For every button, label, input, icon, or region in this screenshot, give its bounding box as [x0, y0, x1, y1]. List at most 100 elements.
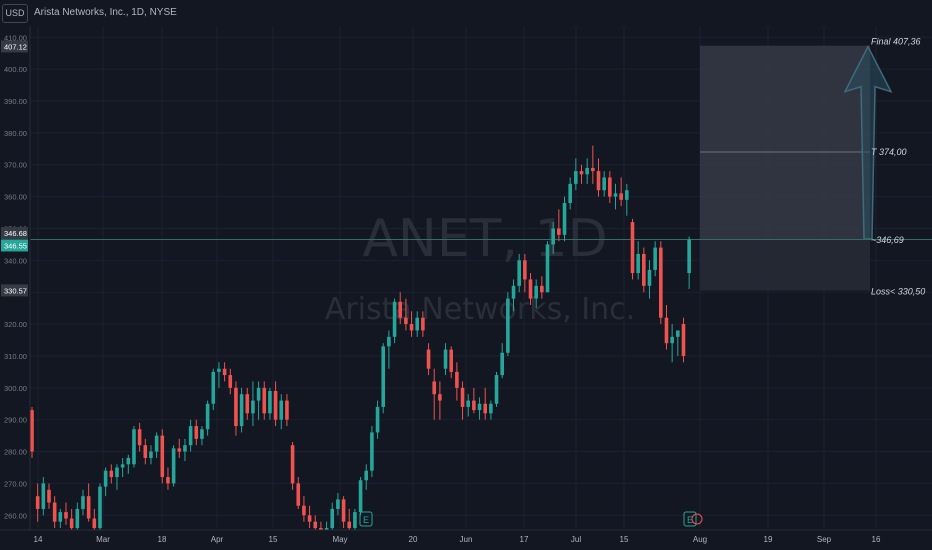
candle-body	[392, 301, 397, 337]
candle-body	[222, 368, 227, 376]
event-circle-icon[interactable]	[691, 513, 703, 525]
earnings-marker-box	[359, 511, 373, 527]
candle	[687, 236, 691, 290]
candle-body	[659, 247, 663, 318]
candle-body	[154, 435, 159, 452]
candle-body	[262, 387, 267, 414]
price-badge: 346.55	[1, 239, 28, 252]
candle	[183, 438, 187, 462]
candle-body	[477, 403, 482, 411]
price-axis[interactable]: 260.00 270.00 280.00 290.00 300.00 310.00 320.…	[0, 26, 31, 530]
candle-body	[92, 518, 97, 529]
candle	[523, 253, 527, 293]
candle	[120, 457, 125, 478]
candle	[676, 330, 680, 356]
symbol-watermark: ANET, 1D Arista Networks, Inc.	[325, 209, 635, 327]
candle	[545, 241, 550, 293]
candle-body	[562, 202, 567, 235]
price-tick-label: 340.00	[4, 256, 27, 265]
candle-body	[120, 464, 125, 468]
candle	[132, 426, 136, 468]
candle	[256, 381, 261, 420]
candle-body	[653, 247, 657, 270]
price-badge-bg	[1, 239, 28, 252]
candle-body	[313, 521, 318, 529]
time-tick-label: Sep	[817, 535, 832, 544]
candle	[449, 346, 454, 379]
candle	[353, 508, 357, 532]
candle-body	[591, 167, 595, 172]
candle	[330, 502, 335, 535]
candle	[370, 426, 374, 478]
candle	[381, 343, 386, 414]
candle	[562, 196, 567, 242]
price-badge-text: 407.12	[4, 42, 27, 51]
candle	[143, 438, 148, 465]
candle	[307, 505, 312, 529]
candle	[200, 426, 204, 446]
candle-body	[194, 426, 199, 439]
loss-zone	[700, 239, 870, 291]
currency-button[interactable]: USD	[2, 4, 28, 23]
candle	[262, 381, 267, 420]
candle	[75, 502, 80, 532]
candle-body	[69, 518, 74, 529]
candle	[364, 464, 369, 490]
candle	[98, 483, 102, 532]
candle-body	[132, 429, 136, 465]
candle	[517, 253, 521, 293]
candle-body	[171, 448, 176, 484]
price-badge-text: 330.57	[4, 286, 27, 295]
candle-body	[460, 387, 465, 407]
candle-body	[251, 400, 255, 414]
candle-body	[619, 193, 623, 200]
earnings-marker[interactable]: E	[683, 511, 697, 527]
candle-body	[347, 521, 352, 529]
time-tick-label: Apr	[211, 535, 224, 544]
candle	[188, 419, 193, 452]
candle-body	[307, 515, 312, 522]
candle-body	[166, 477, 170, 484]
time-axis[interactable]: 14 Mar 18 Apr 15 May 20 Jun 17 Jul 15 Aug 19 Sep 16	[0, 529, 932, 550]
candle	[557, 209, 561, 242]
candle-body	[330, 508, 335, 529]
candle	[177, 438, 182, 458]
price-tick-label: 260.00	[4, 511, 27, 520]
candle	[358, 477, 363, 516]
candle	[568, 177, 572, 210]
candle-body	[540, 285, 544, 293]
candle	[500, 343, 504, 379]
candle-body	[64, 512, 68, 519]
price-badge: 346.68	[1, 227, 28, 240]
candle	[636, 241, 640, 280]
candle	[585, 158, 589, 184]
candle-body	[585, 167, 589, 175]
candle	[296, 477, 301, 509]
candle	[222, 362, 227, 382]
candle	[171, 445, 176, 487]
candle	[421, 311, 425, 337]
candle	[579, 164, 584, 184]
candle-body	[217, 368, 221, 372]
candle-body	[364, 470, 369, 481]
candle-body	[523, 260, 527, 280]
candle-body	[494, 375, 499, 404]
candle-body	[81, 496, 85, 509]
candle-body	[500, 352, 504, 376]
candle	[647, 260, 652, 299]
candle	[228, 368, 233, 395]
candle-body	[676, 330, 680, 337]
candle-body	[642, 253, 646, 286]
candle	[659, 241, 663, 325]
price-tick-label: 390.00	[4, 97, 27, 106]
price-badge-bg	[1, 227, 28, 240]
candle-body	[664, 317, 669, 344]
earnings-marker[interactable]: E	[359, 511, 373, 527]
candle-body	[545, 244, 550, 293]
candle-body	[449, 349, 454, 372]
candle-body	[98, 486, 102, 529]
candle	[58, 508, 63, 529]
candle	[64, 502, 68, 525]
candle	[404, 298, 408, 331]
